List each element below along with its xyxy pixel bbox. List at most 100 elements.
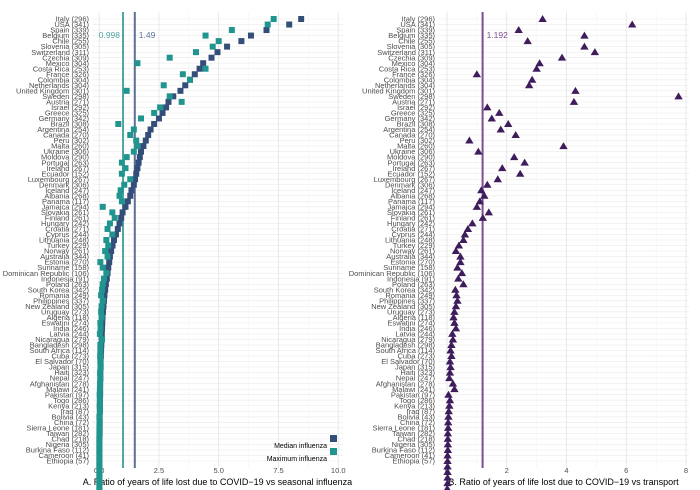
transport-point xyxy=(444,390,453,398)
reference-line-label: 0.998 xyxy=(99,30,121,40)
country-label: Brazil (308) xyxy=(397,120,436,129)
transport-point xyxy=(454,241,464,249)
median-influenza-point xyxy=(155,115,162,122)
country-label: Haiti (323) xyxy=(54,368,89,377)
country-label: Switzerland (311) xyxy=(377,48,435,57)
country-label: Portugal (263) xyxy=(387,158,435,167)
country-label: Japan (315) xyxy=(49,363,90,372)
transport-point xyxy=(483,103,492,111)
country-label: Netherlands (304) xyxy=(29,81,90,90)
country-label: Peru (302) xyxy=(400,136,436,145)
median-influenza-point xyxy=(208,54,215,61)
country-label: Malawi (241) xyxy=(392,385,435,394)
transport-point xyxy=(571,86,580,94)
maximum-influenza-point xyxy=(98,303,105,310)
median-influenza-point xyxy=(128,187,135,194)
country-label: Eswatini (274) xyxy=(387,318,435,327)
transport-point xyxy=(483,180,492,188)
country-label: South Africa (114) xyxy=(30,346,90,355)
country-label: Iceland (247) xyxy=(391,186,435,195)
country-label: Latvia (244) xyxy=(395,330,435,339)
median-influenza-point xyxy=(142,137,149,144)
transport-point xyxy=(457,269,467,277)
transport-point xyxy=(498,164,507,172)
maximum-influenza-point xyxy=(99,264,106,271)
country-label: Turkey (229) xyxy=(393,241,436,250)
transport-point xyxy=(559,142,568,150)
maximum-influenza-point xyxy=(123,87,130,94)
maximum-influenza-point xyxy=(202,32,209,39)
country-label: Czechia (309) xyxy=(388,53,435,62)
transport-point xyxy=(472,70,482,78)
maximum-influenza-point xyxy=(96,452,103,459)
country-label: Israel (292) xyxy=(397,103,435,112)
country-label: Japan (315) xyxy=(395,363,436,372)
maximum-influenza-point xyxy=(96,391,103,398)
transport-point xyxy=(511,131,520,139)
maximum-influenza-point xyxy=(121,181,128,188)
country-label: Brazil (308) xyxy=(51,120,90,129)
maximum-influenza-point xyxy=(115,120,122,127)
median-influenza-point xyxy=(140,143,147,150)
maximum-influenza-point xyxy=(100,275,107,282)
legend-key-maximum xyxy=(330,448,337,455)
country-label: Pakistan (97) xyxy=(391,390,436,399)
maximum-influenza-point xyxy=(118,159,125,166)
country-label: Austria (271) xyxy=(392,97,435,106)
transport-point xyxy=(445,374,454,382)
country-label: Philippines (337) xyxy=(379,296,435,305)
transport-point xyxy=(475,197,485,205)
country-label: Ecuador (152) xyxy=(41,169,89,178)
transport-point xyxy=(674,92,683,100)
country-label: Suriname (158) xyxy=(37,263,89,272)
maximum-influenza-point xyxy=(109,209,116,216)
country-label: Bolivia (43) xyxy=(397,412,435,421)
country-label: Germany (342) xyxy=(39,114,90,123)
country-label: South Korea (342) xyxy=(28,285,90,294)
median-influenza-point xyxy=(286,21,293,28)
country-label: Chile (255) xyxy=(52,37,89,46)
maximum-influenza-point xyxy=(96,419,103,426)
maximum-influenza-point xyxy=(215,38,222,45)
transport-point xyxy=(445,401,454,409)
transport-point xyxy=(454,274,463,282)
maximum-influenza-point xyxy=(134,143,141,150)
country-label: Ireland (267) xyxy=(392,164,435,173)
maximum-influenza-point xyxy=(130,148,137,155)
x-axis-title: B. Ratio of years of life lost due to CO… xyxy=(448,477,679,487)
legend-key-median xyxy=(330,435,337,442)
x-tick-label: 4 xyxy=(564,466,568,475)
median-influenza-point xyxy=(238,38,245,45)
maximum-influenza-point xyxy=(97,347,104,354)
country-label: Croatia (271) xyxy=(45,225,89,234)
country-label: Poland (263) xyxy=(392,280,435,289)
maximum-influenza-point xyxy=(96,463,103,470)
x-tick-label: 10.0 xyxy=(331,466,346,475)
transport-point xyxy=(478,213,488,221)
country-label: Estonia (270) xyxy=(390,258,435,267)
median-influenza-point xyxy=(119,209,126,216)
x-tick-label: 8 xyxy=(684,466,688,475)
transport-point xyxy=(444,412,453,420)
country-label: Latvia (244) xyxy=(49,330,89,339)
country-label: Algeria (118) xyxy=(47,313,90,322)
maximum-influenza-point xyxy=(99,336,106,343)
country-label: Cuba (273) xyxy=(51,352,89,361)
country-label: Cyprus (244) xyxy=(392,230,436,239)
country-label: Sierra Leone (181) xyxy=(26,423,89,432)
country-label: Slovenia (305) xyxy=(41,42,90,51)
country-label: Suriname (158) xyxy=(383,263,435,272)
country-label: Chad (218) xyxy=(397,435,435,444)
median-influenza-point xyxy=(110,237,117,243)
transport-point xyxy=(443,429,453,437)
panel-b-transport: Italy (296)USA (341)Spain (339)Belgium (… xyxy=(349,12,689,490)
maximum-influenza-point xyxy=(96,386,103,393)
median-influenza-point xyxy=(163,104,170,111)
country-label: Iceland (247) xyxy=(45,186,89,195)
transport-point xyxy=(452,291,461,299)
country-label: Peru (302) xyxy=(54,136,90,145)
country-label: Romania (249) xyxy=(39,291,89,300)
maximum-influenza-point xyxy=(264,21,271,28)
maximum-influenza-point xyxy=(97,319,104,326)
maximum-influenza-point xyxy=(97,325,104,332)
